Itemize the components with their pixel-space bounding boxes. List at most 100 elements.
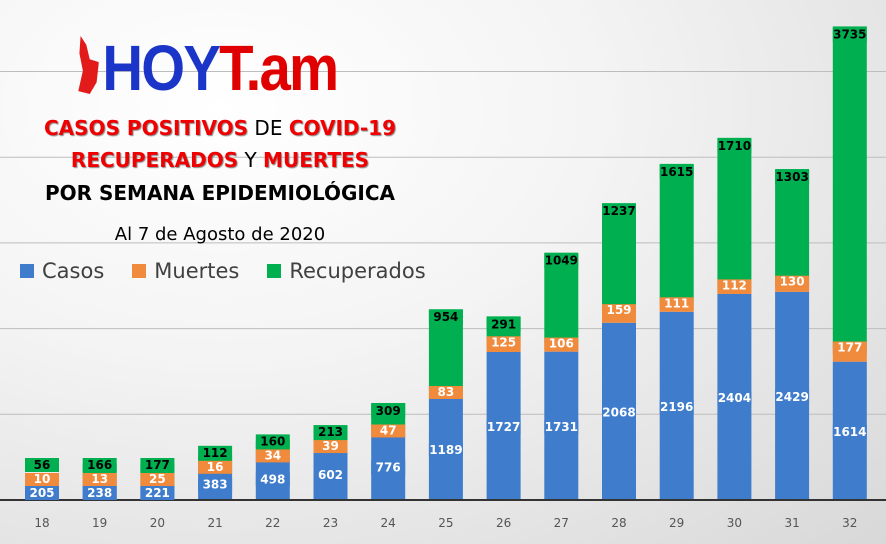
data-label: 291: [491, 317, 516, 331]
casos-label-bg: [775, 389, 810, 404]
casos-label-bg: [198, 477, 233, 492]
x-tick-label: 22: [265, 516, 280, 530]
legend-label: Muertes: [154, 259, 240, 283]
legend-swatch: [20, 264, 34, 278]
muertes-label-bg: [140, 473, 175, 486]
data-label: 166: [87, 458, 112, 472]
recuperados-label-bg: [25, 458, 59, 472]
data-label: 177: [837, 341, 862, 355]
muertes-label-bg: [371, 424, 406, 438]
x-tick-label: 25: [438, 516, 453, 530]
casos-label-bg: [255, 472, 290, 487]
muertes-label-bg: [775, 275, 810, 289]
title-line-2: RECUPERADOS Y MUERTES: [0, 148, 440, 172]
title-part: RECUPERADOS: [70, 148, 239, 172]
recuperados-label-bg: [602, 204, 636, 219]
muertes-label-bg: [255, 449, 290, 463]
data-label: 221: [145, 486, 170, 500]
data-label: 160: [260, 434, 285, 448]
data-label: 1189: [429, 443, 462, 457]
logo-text-blue: HOY: [102, 32, 221, 104]
x-tick-label: 30: [727, 516, 742, 530]
data-label: 1049: [545, 254, 578, 268]
muertes-label-bg: [832, 341, 867, 355]
muertes-label-bg: [82, 473, 117, 486]
recuperados-label-bg: [832, 27, 867, 42]
x-tick-label: 19: [92, 516, 107, 530]
muertes-label-bg: [602, 304, 636, 318]
title-part: MUERTES: [263, 148, 370, 172]
muertes-label-bg: [659, 297, 694, 311]
recuperados-label-bg: [371, 403, 406, 418]
muertes-label-bg: [198, 460, 233, 474]
data-label: 10: [34, 472, 51, 486]
legend-swatch: [132, 264, 147, 278]
data-label: 25: [149, 472, 166, 486]
title-part: COVID-19: [288, 116, 396, 140]
data-label: 2196: [660, 400, 693, 414]
muertes-label-bg: [428, 385, 463, 399]
x-tick-label: 26: [496, 516, 511, 530]
x-tick-label: 24: [381, 516, 396, 530]
bar-recuperados: [717, 137, 752, 285]
recuperados-label-bg: [198, 445, 233, 460]
title-part: Y: [238, 148, 264, 172]
data-label: 112: [722, 278, 747, 292]
recuperados-label-bg: [659, 164, 694, 179]
title-line-3: POR SEMANA EPIDEMIOLÓGICA: [44, 181, 396, 205]
data-label: 238: [87, 486, 112, 500]
data-label: 111: [664, 296, 689, 310]
recuperados-label-bg: [717, 138, 752, 153]
title-part: DE: [248, 116, 289, 140]
data-label: 1731: [545, 420, 578, 434]
data-label: 125: [491, 335, 516, 349]
recuperados-label-bg: [140, 458, 175, 472]
data-label: 1614: [833, 425, 866, 439]
data-label: 205: [29, 486, 54, 500]
recuperados-label-bg: [775, 170, 810, 185]
title-line-1: CASOS POSITIVOS DE COVID-19: [0, 116, 440, 140]
legend-label: Casos: [42, 259, 105, 283]
recuperados-label-bg: [486, 317, 521, 332]
hoyt-logo: HOYT.am: [76, 36, 339, 100]
x-tick-label: 20: [150, 516, 165, 530]
bar-recuperados: [659, 163, 694, 303]
recuperados-label-bg: [82, 458, 117, 472]
data-label: 47: [380, 423, 397, 437]
x-tick-label: 28: [611, 516, 626, 530]
muertes-label-bg: [544, 337, 579, 351]
x-tick-label: 18: [34, 516, 49, 530]
data-label: 498: [260, 473, 285, 487]
data-label: 177: [145, 458, 170, 472]
legend-swatch: [267, 264, 282, 278]
casos-label-bg: [313, 468, 348, 483]
data-label: 954: [433, 310, 458, 324]
data-label: 309: [376, 404, 401, 418]
casos-label-bg: [602, 405, 636, 420]
data-label: 83: [438, 385, 455, 399]
casos-label-bg: [659, 399, 694, 414]
data-label: 1727: [487, 420, 520, 434]
recuperados-label-bg: [544, 253, 579, 268]
recuperados-label-bg: [428, 310, 463, 325]
data-label: 383: [203, 478, 228, 492]
data-label: 1710: [718, 139, 751, 153]
data-label: 159: [606, 303, 631, 317]
data-label: 3735: [833, 27, 866, 41]
casos-label-bg: [544, 419, 579, 434]
casos-label-bg: [486, 419, 521, 434]
map-icon: [78, 36, 99, 94]
data-label: 2068: [602, 405, 635, 419]
x-tick-label: 29: [669, 516, 684, 530]
data-label: 39: [322, 439, 339, 453]
bar-recuperados: [602, 203, 636, 310]
x-tick-label: 21: [207, 516, 222, 530]
data-label: 776: [376, 461, 401, 475]
x-tick-label: 23: [323, 516, 338, 530]
data-label: 13: [91, 472, 108, 486]
date-subtitle: Al 7 de Agosto de 2020: [114, 224, 326, 245]
title-part: CASOS POSITIVOS: [44, 116, 249, 140]
casos-label-bg: [428, 443, 463, 458]
casos-label-bg: [82, 486, 117, 500]
legend-item-casos: Casos: [20, 258, 104, 284]
